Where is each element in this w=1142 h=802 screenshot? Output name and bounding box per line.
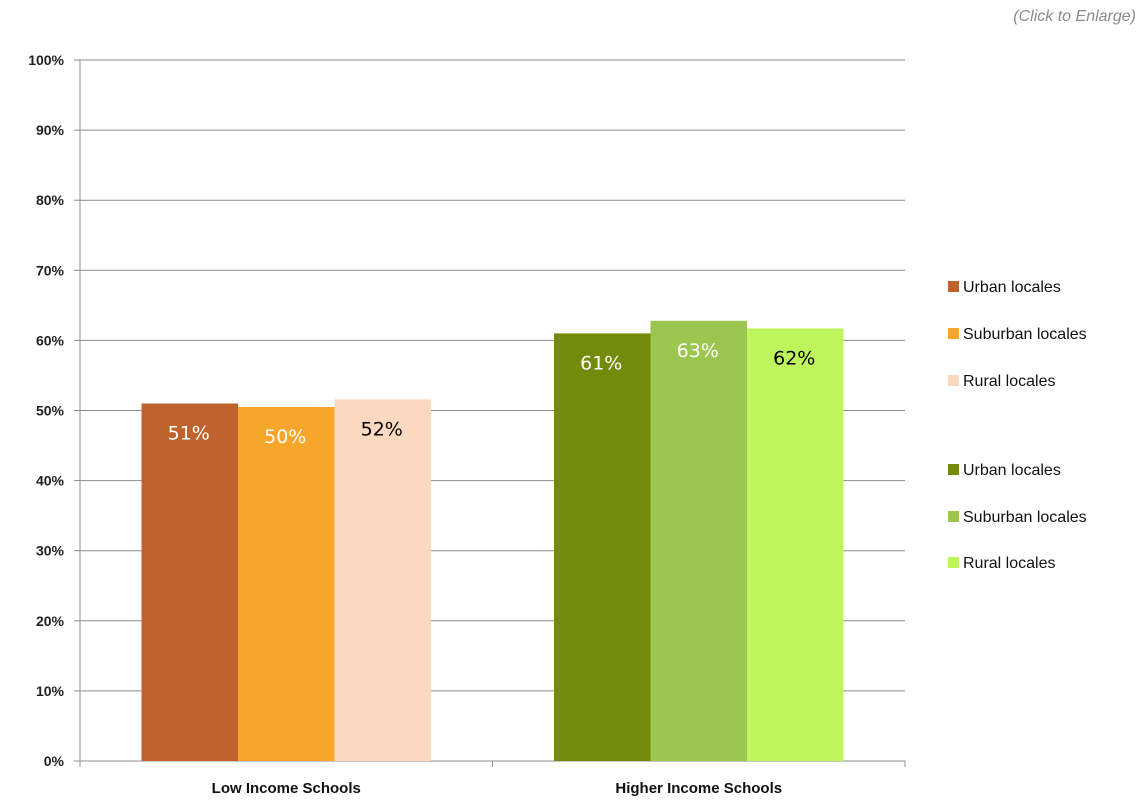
legend-swatch: [948, 281, 959, 292]
bar-data-label: 52%: [361, 418, 403, 440]
bar: [650, 320, 747, 761]
y-tick-label: 30%: [36, 543, 65, 559]
legend: Urban locales Suburban locales Rural local…: [948, 279, 1087, 572]
y-tick-label: 60%: [36, 332, 65, 348]
bar: [238, 406, 335, 761]
y-tick-label: 100%: [28, 52, 64, 68]
legend-swatch: [948, 511, 959, 522]
legend-label: Rural locales: [963, 373, 1055, 390]
y-tick-label: 80%: [36, 192, 65, 208]
y-tick-label: 10%: [36, 683, 65, 699]
bars: [141, 320, 844, 761]
legend-label: Rural locales: [963, 555, 1055, 572]
legend-swatch: [948, 375, 959, 386]
legend-label: Suburban locales: [963, 326, 1087, 343]
y-tick-label: 90%: [36, 122, 65, 138]
y-tick-label: 70%: [36, 262, 65, 278]
bar-data-label: 50%: [264, 426, 306, 448]
bar-data-label: 62%: [773, 347, 815, 369]
y-tick-label: 0%: [44, 753, 65, 769]
y-tick-label: 20%: [36, 613, 65, 629]
bar: [334, 399, 431, 761]
bar-data-label: 51%: [168, 422, 210, 444]
bar: [141, 403, 238, 761]
legend-swatch: [948, 464, 959, 475]
legend-swatch: [948, 557, 959, 568]
bar: [747, 328, 844, 761]
legend-label: Urban locales: [963, 279, 1061, 296]
bar-data-label: 63%: [677, 340, 719, 362]
y-tick-label: 40%: [36, 473, 65, 489]
legend-label: Urban locales: [963, 462, 1061, 479]
data-labels: 51% 50% 52% 61% 63% 62%: [168, 340, 816, 448]
y-tick-label: 50%: [36, 403, 65, 419]
bar: [554, 333, 651, 761]
axes: 0% 10% 20% 30% 40% 50% 60% 70% 80% 90% 100% Low Inc…: [28, 52, 906, 797]
x-category-label: Low Income Schools: [212, 780, 361, 797]
bar-data-label: 61%: [580, 352, 622, 374]
x-category-label: Higher Income Schools: [615, 780, 782, 797]
click-to-enlarge-link[interactable]: (Click to Enlarge): [1013, 8, 1136, 25]
legend-swatch: [948, 328, 959, 339]
legend-label: Suburban locales: [963, 509, 1087, 526]
